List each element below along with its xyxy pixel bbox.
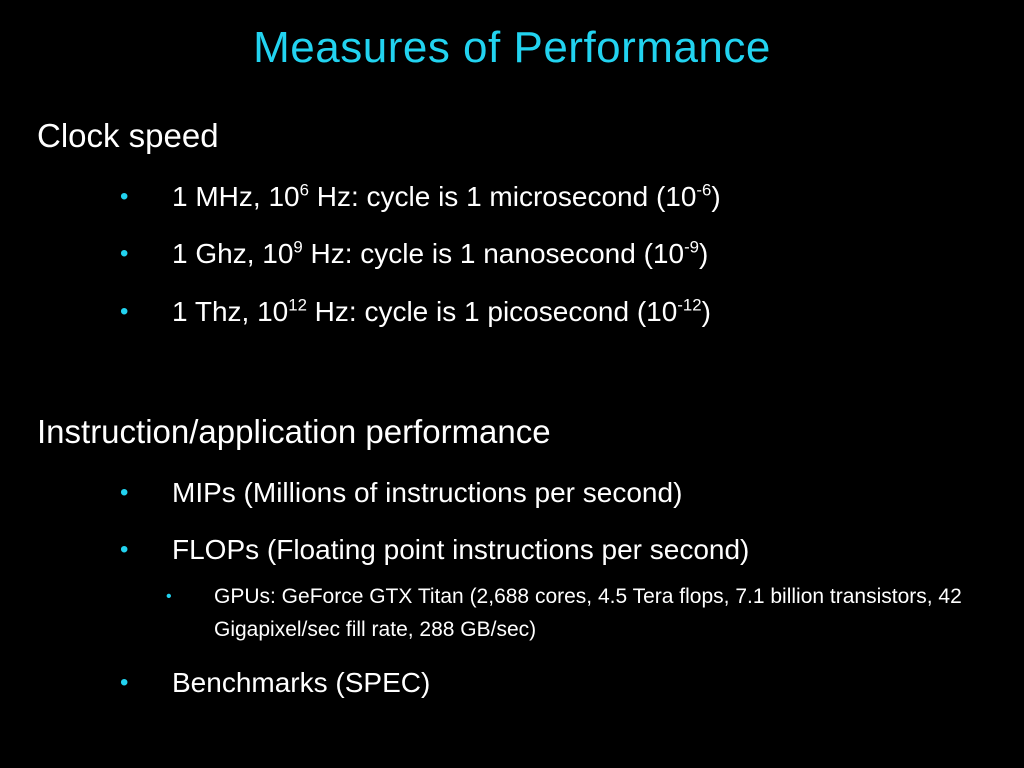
bullet-icon: • — [120, 479, 129, 506]
bullet-text: FLOPs (Floating point instructions per s… — [172, 534, 750, 565]
bullet-text: 1 Ghz, 109 Hz: cycle is 1 nanosecond (10… — [172, 237, 709, 269]
bullet-text: 1 MHz, 106 Hz: cycle is 1 microsecond (1… — [172, 180, 721, 212]
slide-title: Measures of Performance — [253, 23, 771, 72]
bullet-text: Benchmarks (SPEC) — [172, 667, 431, 698]
bullet-text: MIPs (Millions of instructions per secon… — [172, 477, 683, 508]
bullet-icon: • — [120, 536, 129, 563]
bullet-text: 1 Thz, 1012 Hz: cycle is 1 picosecond (1… — [172, 295, 711, 327]
sub-bullet-text: GPUs: GeForce GTX Titan (2,688 cores, 4.… — [214, 585, 962, 641]
bullet-icon: • — [166, 588, 172, 605]
section-heading-clock-speed: Clock speed — [37, 117, 219, 154]
bullet-icon: • — [120, 240, 129, 267]
bullet-icon: • — [120, 669, 129, 696]
section-heading-instruction-performance: Instruction/application performance — [37, 413, 551, 450]
bullet-icon: • — [120, 183, 129, 210]
bullet-icon: • — [120, 298, 129, 325]
